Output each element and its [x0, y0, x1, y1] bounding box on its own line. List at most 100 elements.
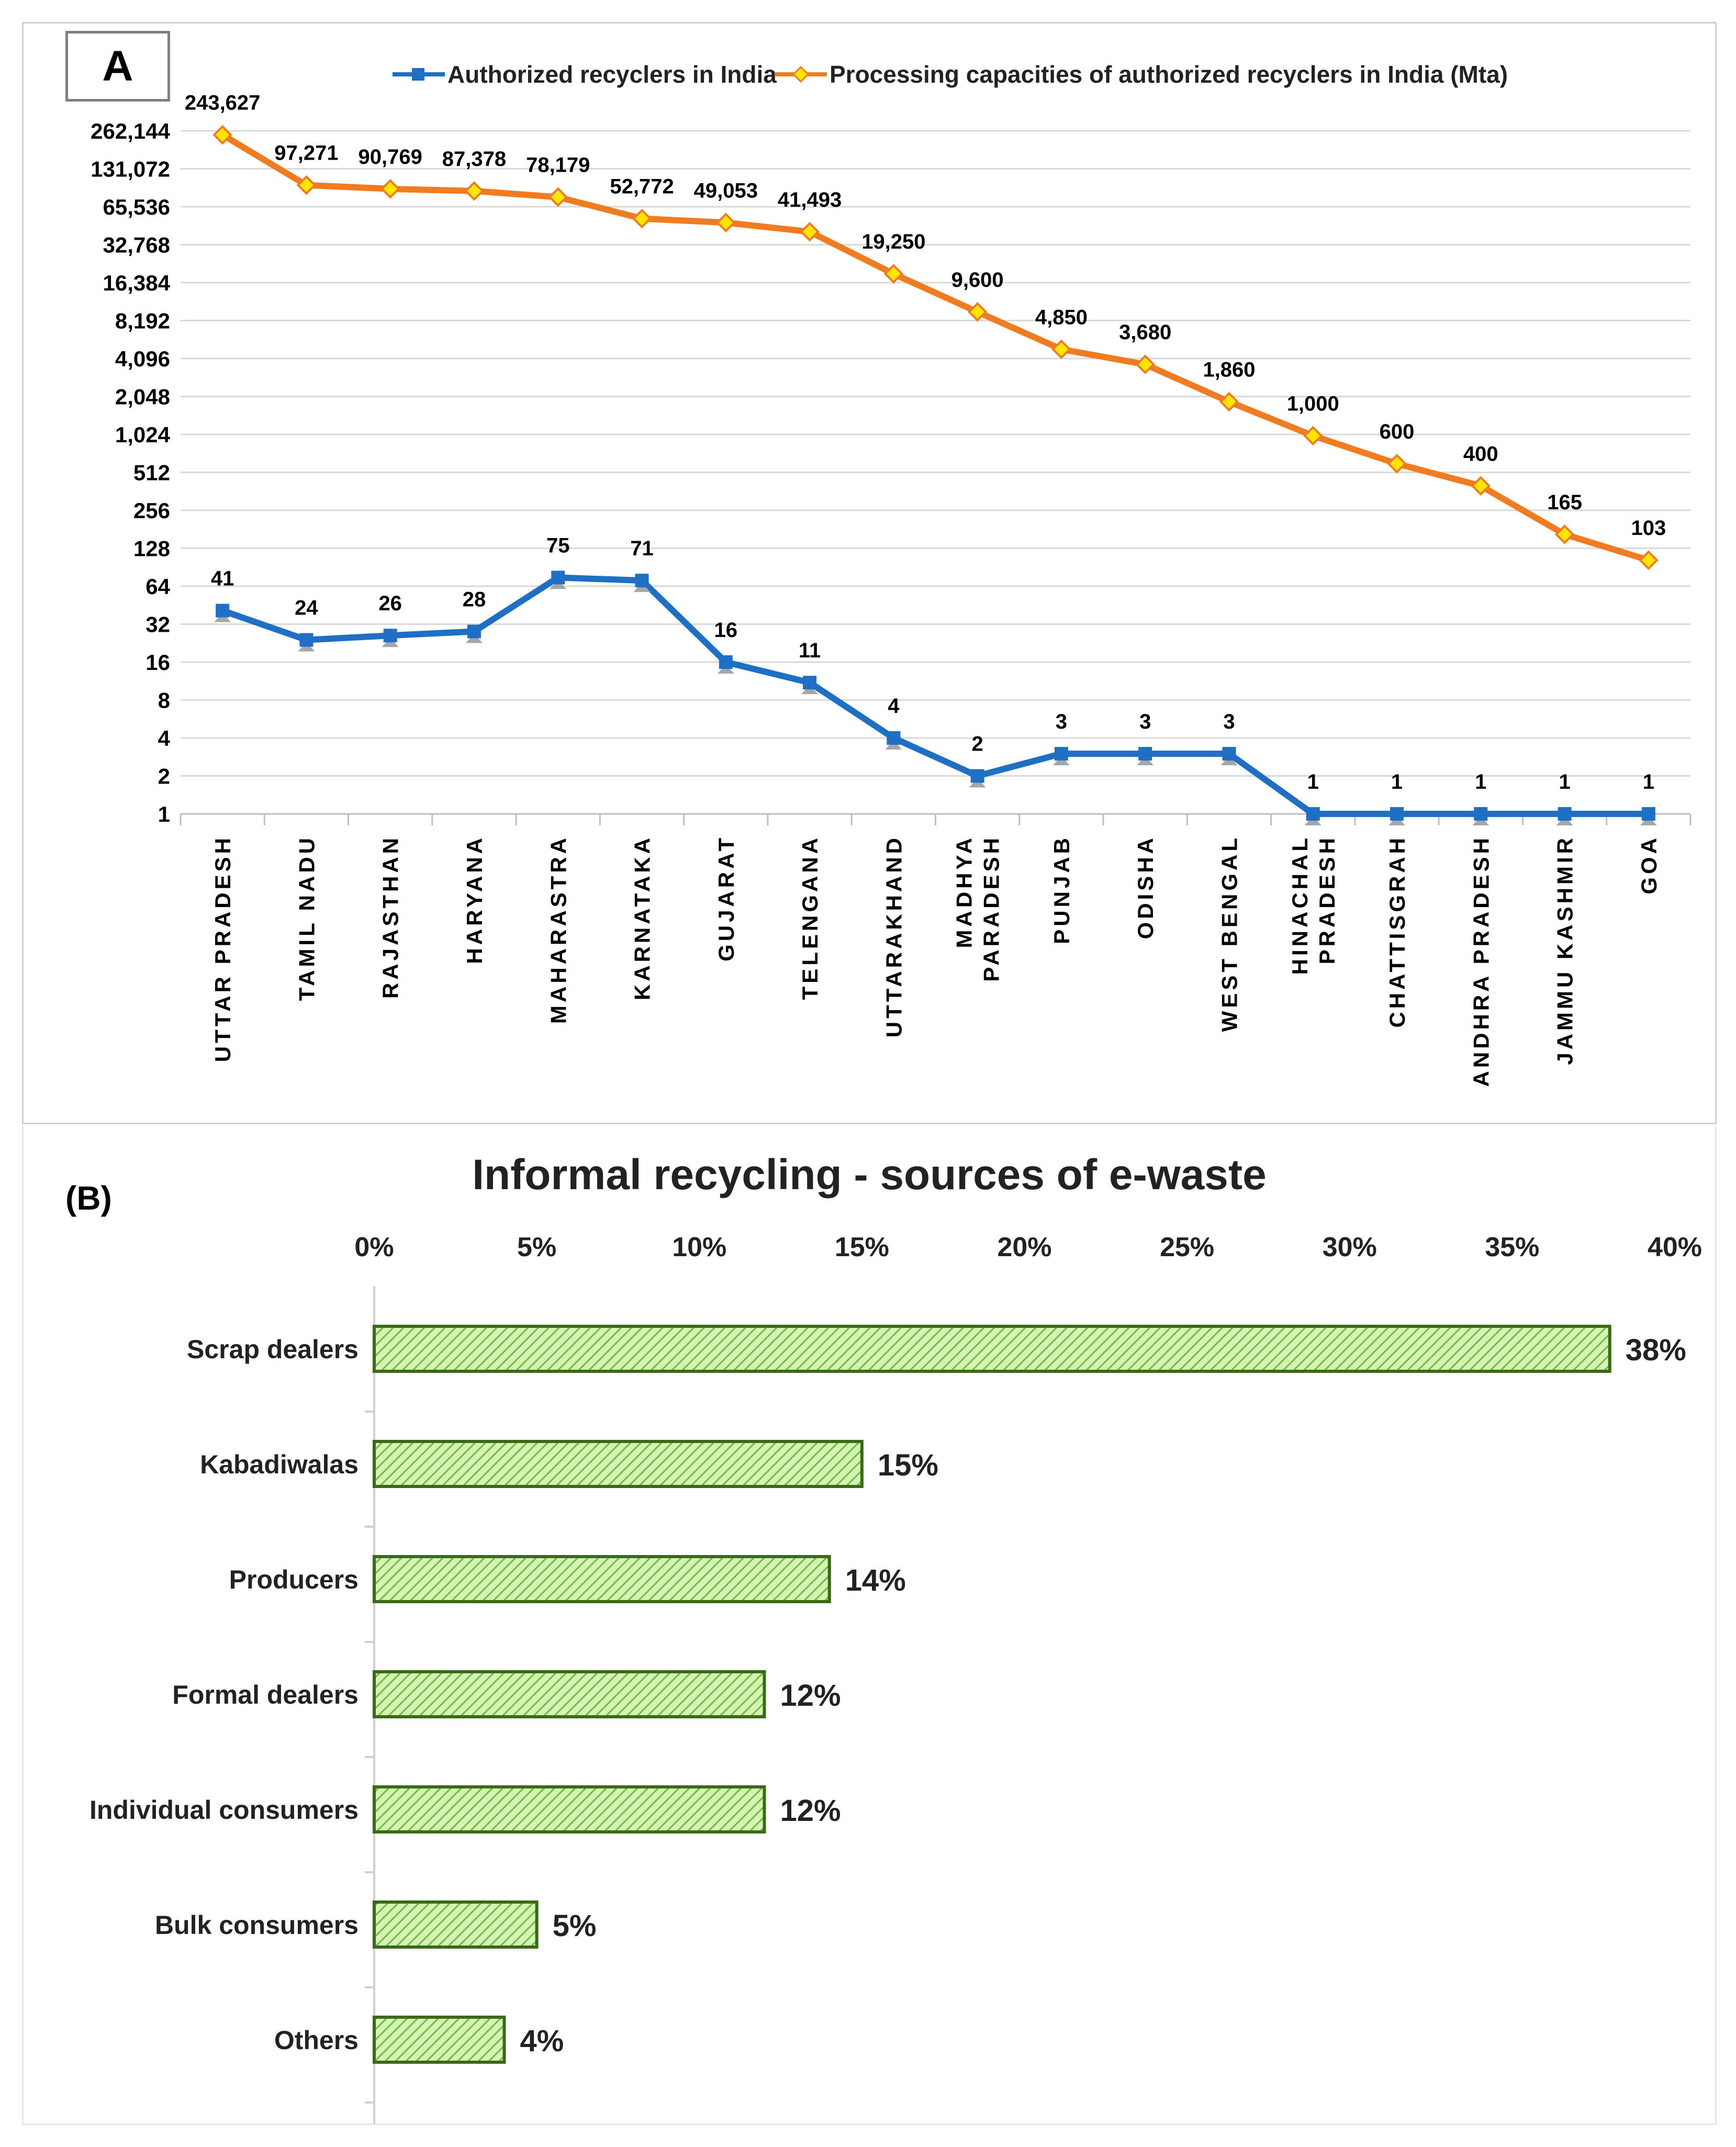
- data-label-recyclers: 1: [1391, 770, 1403, 793]
- bar-value-label: 4%: [520, 2024, 564, 2058]
- x-tick-label: 0%: [354, 1232, 394, 1262]
- x-tick-label-line: TAMIL NADU: [294, 835, 319, 1001]
- bar-chart: 0% 5% 10% 15% 20% 25% 30% 35% 40% Scrap dealers 38…: [89, 1232, 1702, 2123]
- data-label-recyclers: 1: [1475, 770, 1486, 793]
- x-tick-label: ANDHRA PRADESH: [1469, 835, 1493, 1087]
- y-tick-label: 2,048: [115, 385, 170, 409]
- data-label-recyclers: 3: [1223, 710, 1235, 733]
- data-point-capacity: [1387, 454, 1407, 474]
- data-point-recyclers: [551, 571, 565, 585]
- data-label-recyclers: 16: [714, 619, 738, 642]
- y-tick-label: 1,024: [115, 422, 171, 447]
- x-tick-label: ODISHA: [1133, 835, 1158, 939]
- bar-value-label: 5%: [553, 1909, 597, 1943]
- y-tick-label: 16,384: [103, 271, 171, 295]
- data-label-recyclers: 11: [799, 639, 821, 662]
- category-label: Individual consumers: [89, 1795, 359, 1825]
- x-tick-label: 15%: [835, 1232, 889, 1262]
- data-label-recyclers: 71: [630, 537, 654, 560]
- bar-value-label: 15%: [878, 1448, 938, 1482]
- legend-item-capacity: Processing capacities of authorized recy…: [772, 60, 1508, 88]
- data-label-recyclers: 24: [295, 597, 318, 620]
- data-point-recyclers: [216, 603, 230, 618]
- data-point-recyclers: [1222, 747, 1236, 761]
- data-point-recyclers: [970, 769, 984, 783]
- x-tick-label-line: PARADESH: [979, 835, 1004, 982]
- y-tick-label: 256: [133, 498, 170, 523]
- data-label-capacity: 52,772: [610, 175, 674, 198]
- bar-value-label: 12%: [780, 1794, 841, 1828]
- x-tick-label: 5%: [517, 1232, 556, 1262]
- x-tick-label-line: HINACHAL: [1287, 835, 1312, 975]
- data-label-recyclers: 41: [211, 567, 234, 590]
- y-tick-label: 262,144: [91, 119, 170, 143]
- x-tick-label: MADHYA PARADESH: [952, 835, 1004, 982]
- data-label-capacity: 87,378: [442, 148, 506, 171]
- x-tick-label-line: JAMMU KASHMIR: [1553, 835, 1577, 1065]
- data-point-capacity: [967, 302, 988, 322]
- bar: [373, 1785, 766, 1833]
- x-tick-label-line: MADHYA: [952, 835, 977, 948]
- x-tick-label-line: ODISHA: [1133, 835, 1158, 939]
- y-tick-label: 4,096: [115, 346, 170, 371]
- category-label: Producers: [229, 1565, 359, 1594]
- data-label-recyclers: 75: [546, 534, 570, 557]
- data-point-recyclers: [719, 655, 733, 669]
- bar: [373, 1325, 1611, 1373]
- data-label-recyclers: 3: [1056, 710, 1067, 733]
- data-label-capacity: 4,850: [1035, 306, 1088, 329]
- y-tick-label: 128: [133, 536, 170, 561]
- data-label-recyclers: 1: [1643, 770, 1654, 793]
- x-tick-label: 35%: [1485, 1232, 1539, 1262]
- data-label-recyclers: 3: [1139, 710, 1151, 733]
- chart-title: Informal recycling - sources of e-waste: [472, 1151, 1267, 1199]
- data-point-capacity: [1554, 524, 1575, 544]
- data-label-recyclers: 4: [888, 695, 900, 718]
- legend-label-capacity: Processing capacities of authorized recy…: [830, 61, 1508, 88]
- category-label: Formal dealers: [172, 1680, 359, 1709]
- data-point-capacity: [1219, 392, 1239, 412]
- category-label: Scrap dealers: [187, 1335, 359, 1364]
- data-point-capacity: [715, 213, 736, 233]
- legend-line-blue-icon: [393, 68, 445, 81]
- data-label-capacity: 1,860: [1203, 359, 1255, 382]
- line-chart: 12481632641282565121,0242,0484,0968,1921…: [91, 92, 1692, 1087]
- x-tick-label-line: UTTAR PRADESH: [210, 835, 235, 1062]
- bar-value-label: 38%: [1626, 1333, 1686, 1367]
- data-point-capacity: [883, 264, 904, 284]
- data-label-capacity: 3,680: [1119, 321, 1171, 344]
- bar-value-label: 12%: [780, 1679, 841, 1713]
- data-point-capacity: [632, 208, 652, 229]
- x-tick-label: GUJARAT: [714, 835, 738, 961]
- data-point-capacity: [296, 175, 317, 195]
- data-label-capacity: 400: [1463, 442, 1498, 465]
- x-tick-label: UTTARAKHAND: [881, 835, 906, 1037]
- bar-value-label: 14%: [845, 1563, 906, 1597]
- x-tick-label: KARNATAKA: [630, 835, 655, 1000]
- x-tick-label: 40%: [1648, 1232, 1702, 1262]
- data-point-recyclers: [803, 676, 817, 690]
- x-tick-label-line: KARNATAKA: [630, 835, 655, 1000]
- x-tick-label: HINACHAL PRADESH: [1287, 835, 1339, 975]
- data-point-recyclers: [1641, 807, 1655, 821]
- data-point-recyclers: [635, 574, 649, 588]
- y-tick-label: 1: [158, 802, 170, 826]
- y-tick-label: 16: [145, 650, 170, 675]
- data-label-capacity: 19,250: [861, 230, 925, 253]
- data-label-capacity: 49,053: [694, 179, 758, 202]
- y-tick-label: 32: [145, 612, 170, 637]
- data-point-recyclers: [1474, 807, 1488, 821]
- y-tick-label: 8: [158, 688, 170, 713]
- x-tick-label: 20%: [997, 1232, 1051, 1262]
- bar: [373, 1900, 539, 1949]
- x-tick-label: JAMMU KASHMIR: [1553, 835, 1577, 1065]
- x-tick-label: CHATTISGRAH: [1385, 835, 1409, 1028]
- x-tick-label: UTTAR PRADESH: [210, 835, 235, 1062]
- data-point-capacity: [1051, 339, 1071, 360]
- data-label-capacity: 97,271: [274, 142, 338, 165]
- y-tick-label: 64: [145, 574, 170, 599]
- legend-line-orange-icon: [775, 65, 827, 83]
- category-label: Kabadiwalas: [200, 1450, 359, 1479]
- data-point-capacity: [1639, 550, 1659, 571]
- x-tick-label-line: PRADESH: [1315, 835, 1339, 964]
